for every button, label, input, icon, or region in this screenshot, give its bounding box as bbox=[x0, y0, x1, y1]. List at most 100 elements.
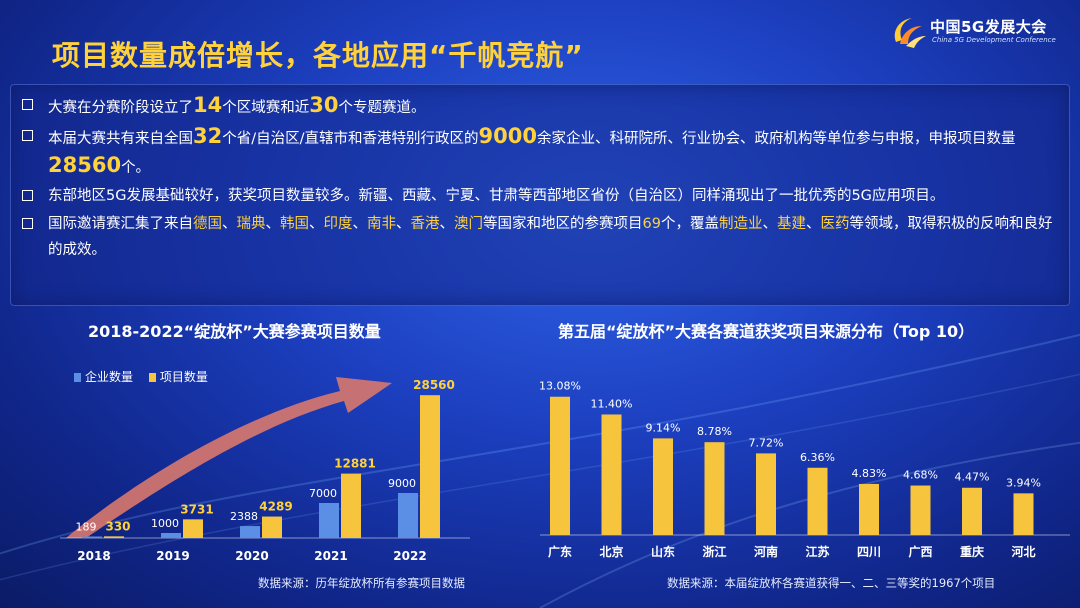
bullet-text-segment: 香港 bbox=[410, 216, 440, 232]
legend-swatch-project bbox=[148, 373, 156, 382]
chart1-legend: 企业数量 项目数量 bbox=[74, 368, 220, 385]
bar-project bbox=[420, 395, 440, 538]
bullet-item: 国际邀请赛汇集了来自德国、瑞典、韩国、印度、南非、香港、澳门等国家和地区的参赛项… bbox=[20, 211, 1060, 263]
bullet-text-segment: 印度 bbox=[323, 216, 353, 232]
bullet-text-segment: 瑞典 bbox=[236, 216, 266, 232]
trend-arrow bbox=[66, 377, 392, 538]
bullet-text-segment: 、 bbox=[805, 216, 821, 232]
bullet-text-segment: 澳门 bbox=[454, 216, 483, 232]
data-label: 3.94% bbox=[1006, 476, 1041, 489]
bullet-text-segment: 制造业 bbox=[718, 216, 763, 232]
logo-swirl-icon bbox=[894, 18, 926, 48]
legend-item-company: 企业数量 bbox=[74, 370, 133, 384]
bar-company bbox=[319, 503, 339, 538]
bullet-text-segment: 南非 bbox=[367, 216, 396, 232]
bar-share bbox=[807, 467, 828, 535]
bullet-text-segment: 等国家和地区的参赛项目 bbox=[483, 216, 643, 232]
chart1-title: 2018-2022“绽放杯”大赛参赛项目数量 bbox=[88, 322, 381, 341]
bullet-text-segment: 基建 bbox=[776, 216, 806, 232]
bullet-text-segment: 个，覆盖 bbox=[660, 216, 719, 232]
data-label: 4.83% bbox=[852, 467, 887, 480]
bullet-text-segment: 本届大赛共有来自全国 bbox=[48, 131, 193, 147]
data-label-company: 9000 bbox=[388, 477, 416, 490]
page-title: 项目数量成倍增长，各地应用“千帆竞航” bbox=[52, 39, 584, 72]
bullet-text-segment: 余家企业、科研院所、行业协会、政府机构等单位参与申报，申报项目数量 bbox=[536, 131, 1016, 147]
x-tick-label: 北京 bbox=[599, 544, 623, 559]
bar-company bbox=[161, 533, 181, 538]
bullet-text-segment: 个专题赛道。 bbox=[338, 100, 426, 116]
data-label-project: 4289 bbox=[259, 500, 292, 514]
bullet-text-segment: 个。 bbox=[121, 160, 151, 176]
bullet-text-segment: 、 bbox=[309, 216, 324, 232]
bullet-text-segment: 等领域，取得积极的反响和良好的成效。 bbox=[48, 216, 1053, 258]
bullet-text-segment: 30 bbox=[309, 93, 339, 117]
x-tick-label: 2018 bbox=[77, 549, 110, 563]
bullet-text-segment: 69 bbox=[642, 216, 661, 232]
bullet-text-segment: 、 bbox=[222, 216, 237, 232]
x-tick-label: 2019 bbox=[156, 549, 189, 563]
bullet-text-segment: 、 bbox=[265, 216, 281, 232]
legend-label-company: 企业数量 bbox=[85, 370, 134, 384]
bar-share bbox=[550, 396, 570, 535]
legend-swatch-company bbox=[74, 373, 81, 382]
bullet-text-segment: 、 bbox=[439, 216, 455, 232]
bar-share bbox=[962, 487, 982, 535]
summary-panel bbox=[10, 84, 1070, 306]
bullet-item: 大赛在分赛阶段设立了14个区域赛和近30个专题赛道。 bbox=[20, 92, 1060, 121]
bar-share bbox=[704, 442, 725, 535]
legend-item-project: 项目数量 bbox=[148, 370, 208, 384]
bullet-text-segment: 韩国 bbox=[280, 216, 309, 232]
bar-share bbox=[756, 453, 776, 535]
x-tick-label: 河南 bbox=[753, 544, 778, 559]
checkbox-square-icon bbox=[22, 99, 33, 110]
x-tick-label: 四川 bbox=[857, 545, 881, 559]
checkbox-square-icon bbox=[22, 190, 33, 201]
bar-share bbox=[653, 438, 673, 535]
x-tick-label: 重庆 bbox=[960, 544, 984, 559]
chart2-title: 第五届“绽放杯”大赛各赛道获奖项目来源分布（Top 10） bbox=[558, 322, 975, 341]
bullet-text-segment: 大赛在分赛阶段设立了 bbox=[48, 100, 193, 116]
bar-company bbox=[240, 526, 260, 538]
conference-logo: 中国5G发展大会 China 5G Development Conference bbox=[888, 12, 1073, 52]
data-label-project: 28560 bbox=[413, 378, 455, 392]
bar-share bbox=[910, 485, 931, 535]
checkbox-square-icon bbox=[22, 218, 33, 229]
x-tick-label: 广东 bbox=[548, 544, 572, 559]
bar-company bbox=[82, 536, 102, 538]
data-label-company: 1000 bbox=[151, 517, 179, 530]
bullet-text-segment: 东部地区5G发展基础较好，获奖项目数量较多。新疆、西藏、宁夏、甘肃等西部地区省份… bbox=[48, 188, 945, 204]
data-label: 9.14% bbox=[646, 421, 681, 434]
data-label-company: 189 bbox=[76, 521, 97, 534]
x-tick-label: 浙江 bbox=[702, 544, 726, 559]
checkbox-square-icon bbox=[22, 130, 33, 141]
bullet-list: 大赛在分赛阶段设立了14个区域赛和近30个专题赛道。 本届大赛共有来自全国32个省… bbox=[20, 92, 1060, 265]
bar-project bbox=[262, 516, 282, 538]
bar-project bbox=[341, 473, 361, 538]
data-label: 4.68% bbox=[903, 469, 938, 482]
x-tick-label: 江苏 bbox=[805, 544, 829, 559]
data-label-project: 330 bbox=[105, 519, 130, 533]
bullet-item: 东部地区5G发展基础较好，获奖项目数量较多。新疆、西藏、宁夏、甘肃等西部地区省份… bbox=[20, 183, 1060, 209]
data-label-project: 3731 bbox=[180, 502, 213, 516]
bar-share bbox=[1013, 493, 1034, 535]
logo-subtitle: China 5G Development Conference bbox=[932, 36, 1056, 44]
bullet-text-segment: 14 bbox=[193, 93, 223, 117]
bar-company bbox=[398, 493, 418, 538]
bullet-text-segment: 医药 bbox=[820, 216, 850, 232]
legend-label-project: 项目数量 bbox=[159, 370, 208, 384]
bullet-text-segment: 9000 bbox=[478, 124, 537, 148]
bar-project bbox=[183, 519, 203, 538]
chart2-plot: 13.08% 广东 11.40% 北京 9.14% 山东 8.78% 浙江 7.72% 河南 6.3… bbox=[539, 380, 1070, 559]
bullet-text-segment: 个区域赛和近 bbox=[222, 100, 310, 116]
data-label-project: 12881 bbox=[334, 457, 376, 471]
bullet-text-segment: 、 bbox=[396, 216, 411, 232]
data-label: 6.36% bbox=[800, 451, 835, 464]
bullet-text-segment: 个省/自治区/直辖市和香港特别行政区的 bbox=[222, 131, 479, 147]
chart1-source: 数据来源：历年绽放杯所有参赛项目数据 bbox=[258, 576, 465, 590]
x-tick-label: 2020 bbox=[235, 549, 268, 563]
chart2-source: 数据来源：本届绽放杯各赛道获得一、二、三等奖的1967个项目 bbox=[667, 576, 996, 590]
data-label: 4.47% bbox=[955, 471, 990, 484]
bullet-text-segment: 、 bbox=[352, 216, 368, 232]
x-tick-label: 河北 bbox=[1010, 544, 1035, 559]
